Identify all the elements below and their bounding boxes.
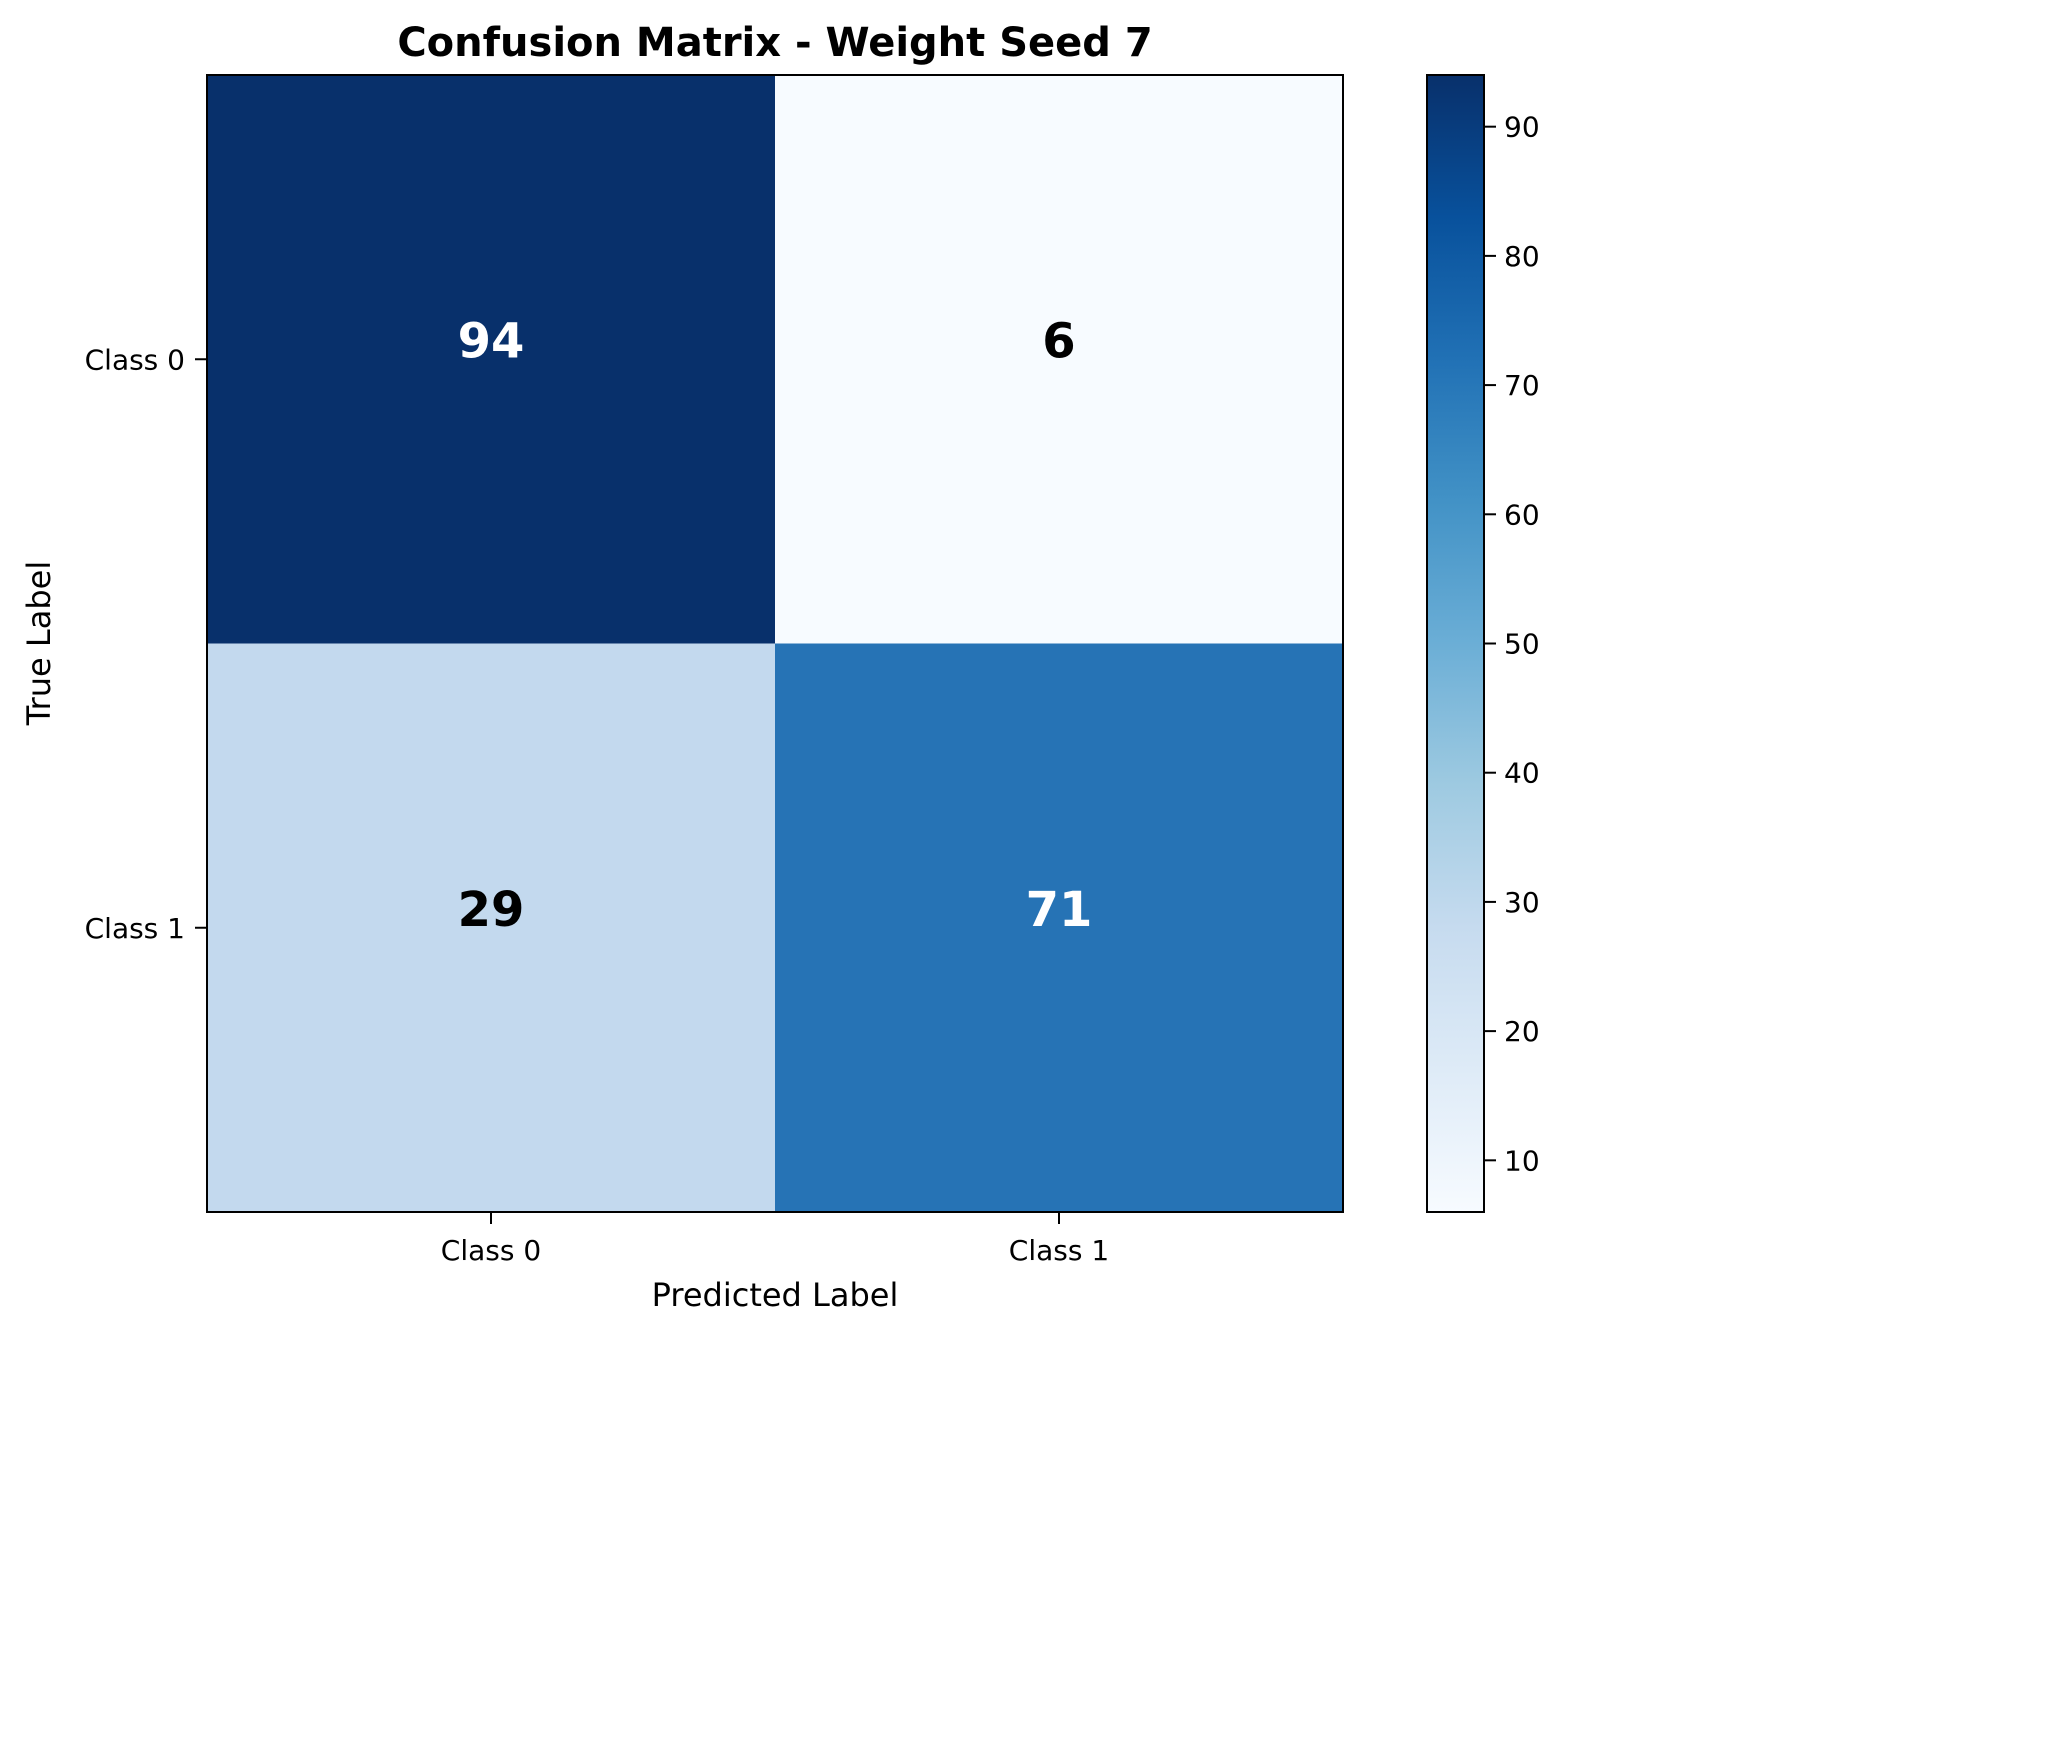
chart-title: Confusion Matrix - Weight Seed 7	[397, 20, 1152, 66]
colorbar-tick-label: 70	[1504, 369, 1540, 402]
cell-value-label: 71	[1026, 882, 1093, 938]
y-axis-label: True Label	[20, 561, 58, 726]
colorbar	[1426, 74, 1485, 1213]
colorbar-tick-label: 20	[1504, 1015, 1540, 1048]
colorbar-tick-label: 80	[1504, 240, 1540, 273]
colorbar-ticks: 10 20 30 40 50 60 70 80 90	[1484, 111, 1540, 1177]
heatmap-cell	[775, 643, 1344, 1213]
cell-value-labels: 94 6 29 71	[458, 313, 1093, 938]
x-tick-label: Class 0	[441, 1234, 541, 1267]
colorbar-tick-label: 60	[1504, 498, 1540, 531]
heatmap-cells	[207, 75, 1344, 1213]
cell-value-label: 29	[458, 882, 525, 938]
cell-value-label: 6	[1042, 313, 1075, 369]
heatmap-cell	[207, 75, 776, 644]
heatmap-cell	[775, 75, 1344, 644]
plot-frame	[206, 74, 1344, 1213]
y-tick-label: Class 0	[85, 343, 185, 376]
y-axis-ticks: Class 0 Class 1	[85, 343, 207, 945]
colorbar-tick-label: 90	[1504, 111, 1540, 144]
x-tick-label: Class 1	[1009, 1234, 1109, 1267]
colorbar-tick-label: 10	[1504, 1144, 1540, 1177]
x-axis-ticks: Class 0 Class 1	[441, 1212, 1109, 1267]
x-axis-label: Predicted Label	[652, 1276, 899, 1314]
y-tick-label: Class 1	[85, 912, 185, 945]
colorbar-tick-label: 40	[1504, 757, 1540, 790]
cell-value-label: 94	[458, 313, 525, 369]
colorbar-tick-label: 50	[1504, 628, 1540, 661]
colorbar-tick-label: 30	[1504, 886, 1540, 919]
heatmap-cell	[207, 643, 776, 1213]
